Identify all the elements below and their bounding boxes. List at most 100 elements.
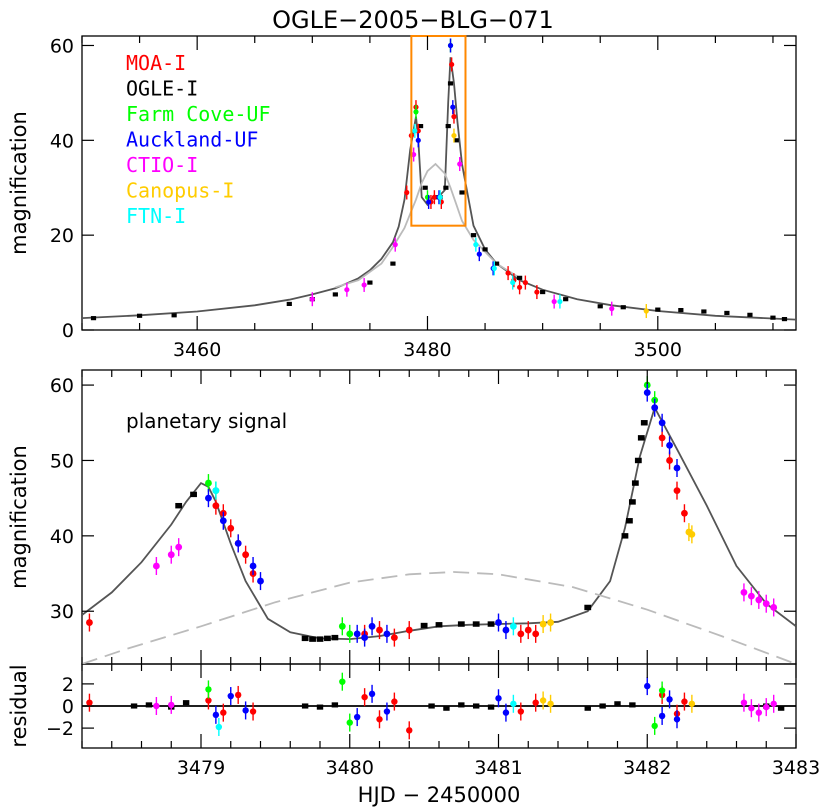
- data-point: [505, 270, 511, 276]
- data-point: [130, 703, 138, 709]
- data-point: [621, 533, 629, 539]
- data-point: [547, 700, 554, 707]
- data-point: [301, 703, 309, 709]
- data-point: [443, 185, 449, 190]
- data-point: [443, 705, 450, 711]
- data-point: [629, 702, 636, 708]
- x-tick-label: 3481: [474, 757, 522, 779]
- data-point: [502, 626, 510, 634]
- data-point: [344, 287, 350, 293]
- x-tick-label: 3482: [623, 757, 671, 779]
- data-point: [338, 622, 346, 630]
- data-point: [412, 128, 418, 134]
- data-point: [470, 233, 477, 238]
- data-point: [640, 420, 648, 426]
- data-point: [673, 464, 681, 472]
- data-point: [383, 708, 391, 715]
- data-point: [447, 81, 454, 86]
- legend-entry: Farm Cove-UF: [126, 102, 271, 126]
- data-point: [331, 702, 339, 708]
- data-point: [361, 634, 369, 642]
- data-point: [435, 622, 443, 628]
- data-point: [205, 479, 212, 487]
- data-point: [620, 305, 626, 310]
- data-point: [747, 592, 755, 600]
- data-point: [658, 419, 666, 427]
- y-tick-label: 0: [62, 696, 74, 718]
- zoom-ylabel: magnification: [7, 445, 31, 589]
- data-point: [740, 588, 748, 596]
- model-curve-solid: [335, 162, 521, 289]
- data-point: [539, 620, 547, 628]
- data-point: [422, 185, 428, 190]
- data-point: [368, 690, 376, 698]
- data-point: [651, 722, 658, 730]
- data-point: [517, 275, 523, 280]
- data-point: [701, 309, 707, 314]
- y-tick-label: 0: [62, 320, 74, 342]
- data-point: [473, 242, 479, 248]
- data-point: [666, 441, 673, 449]
- series-ftn-i: [412, 123, 563, 309]
- data-point: [190, 491, 197, 498]
- model-curve-dashed: [82, 571, 796, 664]
- zoom-plot-layer: 30 40 50 60: [50, 370, 797, 664]
- y-tick-label: 50: [50, 450, 74, 472]
- data-point: [770, 700, 777, 707]
- data-point: [404, 189, 410, 196]
- data-point: [167, 551, 175, 559]
- data-point: [524, 626, 532, 634]
- data-point: [631, 480, 639, 486]
- data-point: [495, 695, 502, 702]
- data-point: [487, 704, 495, 710]
- data-point: [491, 265, 497, 271]
- data-point: [459, 190, 465, 195]
- data-point: [666, 696, 673, 703]
- data-point: [182, 700, 190, 706]
- data-point: [301, 635, 309, 642]
- data-point: [584, 604, 592, 611]
- data-point: [353, 630, 361, 638]
- data-point: [688, 700, 696, 707]
- data-point: [431, 194, 437, 200]
- data-point: [153, 702, 160, 710]
- legend-entry: CTIO-I: [126, 153, 198, 177]
- data-point: [234, 539, 242, 547]
- data-point: [361, 282, 367, 288]
- y-tick-label: 60: [50, 35, 74, 57]
- data-point: [390, 634, 398, 642]
- data-point: [658, 434, 666, 442]
- data-point: [678, 308, 684, 313]
- legend-entry: Canopus-I: [126, 179, 234, 203]
- data-point: [316, 636, 324, 642]
- data-point: [286, 301, 292, 306]
- data-point: [770, 604, 778, 611]
- data-point: [175, 543, 183, 551]
- data-point: [339, 678, 346, 685]
- data-point: [476, 251, 482, 257]
- data-point: [392, 242, 398, 248]
- series-canopus-i: [539, 691, 696, 713]
- data-point: [309, 296, 315, 302]
- data-point: [658, 687, 666, 694]
- data-point: [451, 114, 457, 120]
- data-point: [748, 705, 755, 712]
- data-point: [643, 389, 651, 397]
- data-point: [136, 313, 143, 318]
- data-point: [534, 289, 540, 295]
- y-tick-label: 60: [50, 375, 74, 397]
- series-canopus-i: [451, 128, 649, 319]
- data-point: [510, 279, 516, 286]
- data-point: [547, 619, 554, 626]
- data-point: [655, 307, 661, 312]
- data-point: [681, 509, 688, 517]
- data-point: [740, 699, 748, 706]
- data-point: [551, 298, 557, 305]
- data-point: [517, 630, 525, 638]
- data-point: [755, 596, 763, 604]
- data-point: [390, 261, 396, 266]
- series-moa-i: [86, 428, 688, 647]
- data-point: [539, 697, 547, 704]
- data-point: [487, 621, 495, 627]
